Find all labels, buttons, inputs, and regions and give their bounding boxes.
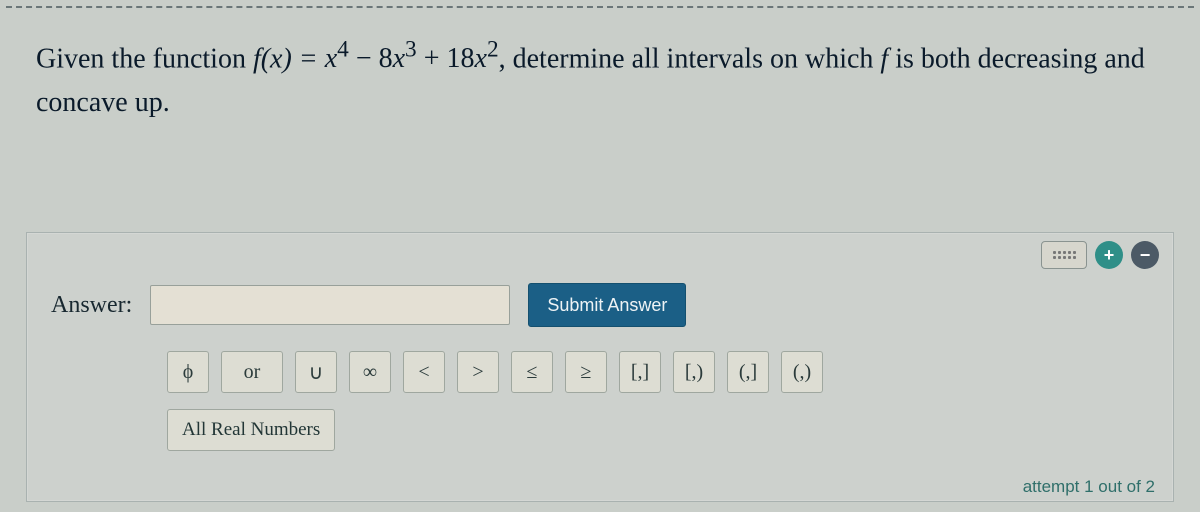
sym-all-real[interactable]: All Real Numbers [167, 409, 335, 451]
sym-open-open[interactable]: (,) [781, 351, 823, 393]
sym-le[interactable]: ≤ [511, 351, 553, 393]
top-divider [6, 6, 1194, 8]
page-root: Given the function f(x) = x4 − 8x3 + 18x… [0, 0, 1200, 512]
sym-union[interactable]: ∪ [295, 351, 337, 393]
answer-label: Answer: [51, 292, 132, 319]
q-func-lhs: f(x) = [253, 43, 325, 74]
sym-gt[interactable]: > [457, 351, 499, 393]
q-mid: , determine all intervals on which [499, 43, 881, 74]
question-text: Given the function f(x) = x4 − 8x3 + 18x… [36, 32, 1164, 124]
keyboard-icon[interactable] [1041, 241, 1087, 269]
sym-or[interactable]: or [221, 351, 283, 393]
sym-lt[interactable]: < [403, 351, 445, 393]
add-row-button[interactable]: + [1095, 241, 1123, 269]
symbol-palette: ϕ or ∪ ∞ < > ≤ ≥ [,] [,) (,] (,) [167, 351, 823, 393]
sym-closed-closed[interactable]: [,] [619, 351, 661, 393]
submit-button[interactable]: Submit Answer [528, 283, 686, 327]
sym-empty-set[interactable]: ϕ [167, 351, 209, 393]
panel-toolbar: + − [1041, 241, 1159, 269]
sym-closed-open[interactable]: [,) [673, 351, 715, 393]
sym-ge[interactable]: ≥ [565, 351, 607, 393]
answer-panel: + − Answer: Submit Answer ϕ or ∪ ∞ < > ≤… [26, 232, 1174, 502]
remove-row-button[interactable]: − [1131, 241, 1159, 269]
q-prefix: Given the function [36, 43, 253, 74]
attempt-status: attempt 1 out of 2 [1023, 477, 1155, 497]
sym-infinity[interactable]: ∞ [349, 351, 391, 393]
answer-input[interactable] [150, 285, 510, 325]
sym-open-closed[interactable]: (,] [727, 351, 769, 393]
answer-row: Answer: Submit Answer [51, 283, 686, 327]
q-func-rhs: x4 − 8x3 + 18x2 [325, 43, 499, 74]
